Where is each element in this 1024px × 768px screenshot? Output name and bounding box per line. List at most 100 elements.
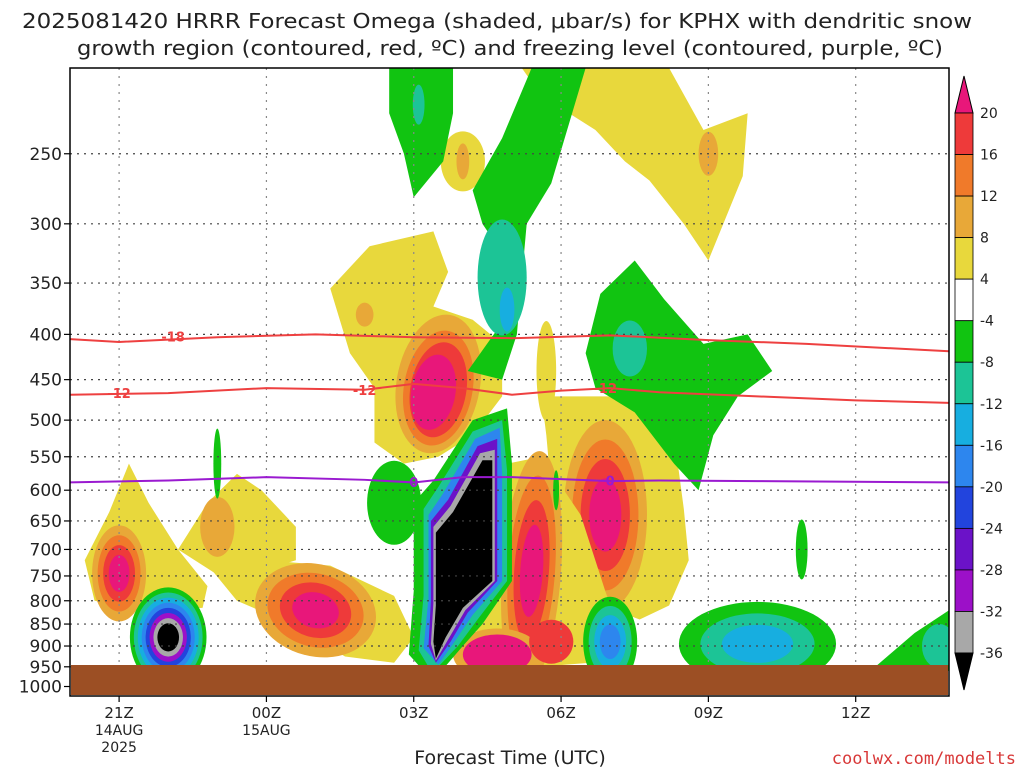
colorbar-swatch — [954, 195, 974, 239]
x-tick-date: 15AUG — [242, 723, 291, 739]
chart-title-line1: 2025081420 HRRR Forecast Omega (shaded, … — [22, 9, 972, 33]
ascent-core-06z — [589, 478, 622, 552]
descent-region — [213, 428, 222, 499]
colorbar-label: -4 — [980, 314, 994, 330]
ascent-core-23z — [200, 496, 235, 557]
y-tick-label: 450 — [30, 371, 62, 391]
descent-region-07z — [585, 260, 773, 491]
ascent-core-lowmid — [462, 634, 532, 675]
colorbar-arrow-top — [954, 75, 974, 114]
ascent-region-06z — [536, 321, 557, 422]
ascent-core-upper — [456, 143, 470, 180]
x-tick-label: 12Z — [841, 704, 870, 722]
surface-ground — [71, 665, 948, 695]
contour-line — [70, 382, 949, 404]
descent-region — [389, 68, 454, 198]
colorbar-label: 16 — [980, 148, 998, 164]
contour-label: 0 — [606, 474, 615, 489]
contour-label: 0 — [409, 476, 418, 491]
x-axis-label: Forecast Time (UTC) — [414, 747, 605, 768]
colorbar-swatch — [954, 569, 974, 612]
y-tick-label: 750 — [30, 567, 62, 587]
descent-region — [795, 519, 808, 580]
contour-label: -12 — [594, 382, 618, 397]
colorbar-arrow-bottom — [954, 652, 974, 691]
colorbar-label: 4 — [980, 272, 989, 288]
colorbar-swatch — [954, 361, 974, 405]
contour-line — [70, 333, 949, 353]
ascent-core-strong — [410, 354, 457, 430]
y-tick-label: 300 — [30, 215, 62, 235]
y-tick-label: 900 — [30, 637, 62, 657]
y-tick-label: 1000 — [19, 678, 62, 698]
y-tick-label: 500 — [30, 411, 62, 431]
omega-shaded-field — [84, 68, 949, 691]
colorbar-swatch — [954, 112, 974, 155]
descent-region — [553, 470, 560, 511]
y-tick-label: 800 — [30, 592, 62, 612]
y-tick-label: 400 — [30, 325, 62, 345]
descent-region — [367, 460, 422, 545]
colorbar-swatch — [954, 486, 974, 529]
contour-line — [70, 476, 949, 484]
x-tick-year: 2025 — [101, 740, 137, 756]
contour-label: -18 — [161, 330, 185, 345]
y-tick-label: 350 — [30, 274, 62, 294]
colorbar-label: -24 — [980, 521, 1003, 537]
colorbar-swatch — [954, 320, 974, 363]
colorbar-legend: 20 16 12 8 4 -4 -8 -12 -16 -20 -24 -28 -32 -36 — [954, 75, 1003, 691]
contour-label: -12 — [107, 387, 131, 402]
y-tick-label: 850 — [30, 615, 62, 635]
colorbar-swatch — [954, 403, 974, 446]
colorbar-label: 20 — [980, 106, 998, 122]
grid-lines — [70, 68, 949, 696]
credit-text: coolwx.com/modelts — [832, 749, 1016, 768]
descent-core-07z — [612, 320, 647, 377]
colorbar-swatch — [954, 444, 974, 488]
colorbar-label: 12 — [980, 189, 998, 205]
colorbar-label: -16 — [980, 438, 1003, 454]
y-tick-label: 600 — [30, 481, 62, 501]
colorbar-label: -32 — [980, 604, 1003, 620]
contour-lines: -18 -12 0 -12 -12 0 — [70, 330, 949, 491]
x-tick-date: 14AUG — [95, 723, 144, 739]
descent-core — [412, 84, 425, 125]
ascent-region-upper — [521, 68, 748, 261]
y-tick-label: 650 — [30, 512, 62, 532]
colorbar-label: -8 — [980, 355, 994, 371]
x-tick-label: 00Z — [252, 704, 281, 722]
y-tick-label: 700 — [30, 540, 62, 560]
x-tick-label: 21Z — [104, 704, 133, 722]
colorbar-label: 8 — [980, 231, 989, 247]
x-tick-label: 06Z — [546, 704, 575, 722]
ascent-core-lowmid — [529, 619, 574, 664]
plot-frame — [69, 67, 950, 697]
chart-title-line2: growth region (contoured, red, ºC) and f… — [77, 36, 943, 60]
descent-core-07z — [599, 624, 621, 660]
descent-core-major — [433, 460, 493, 659]
colorbar-swatch — [954, 237, 974, 280]
colorbar-swatch — [954, 611, 974, 654]
colorbar-swatch — [954, 278, 974, 322]
colorbar-swatch — [954, 527, 974, 571]
x-tick-label: 03Z — [399, 704, 428, 722]
descent-core-10z — [721, 624, 794, 663]
y-tick-label: 250 — [30, 145, 62, 165]
colorbar-label: -20 — [980, 480, 1003, 496]
ascent-core-low — [292, 592, 339, 629]
colorbar-label: -36 — [980, 646, 1003, 662]
colorbar-label: -12 — [980, 397, 1003, 413]
descent-core-right — [921, 624, 949, 669]
y-tick-label: 950 — [30, 658, 62, 678]
descent-core — [477, 219, 527, 336]
descent-core-21z — [157, 623, 180, 652]
descent-core-strong — [499, 287, 515, 332]
x-tick-label: 09Z — [694, 704, 723, 722]
contour-label: -12 — [353, 384, 377, 399]
ascent-core — [355, 302, 374, 327]
colorbar-swatch — [954, 154, 974, 197]
y-tick-label: 550 — [30, 448, 62, 468]
